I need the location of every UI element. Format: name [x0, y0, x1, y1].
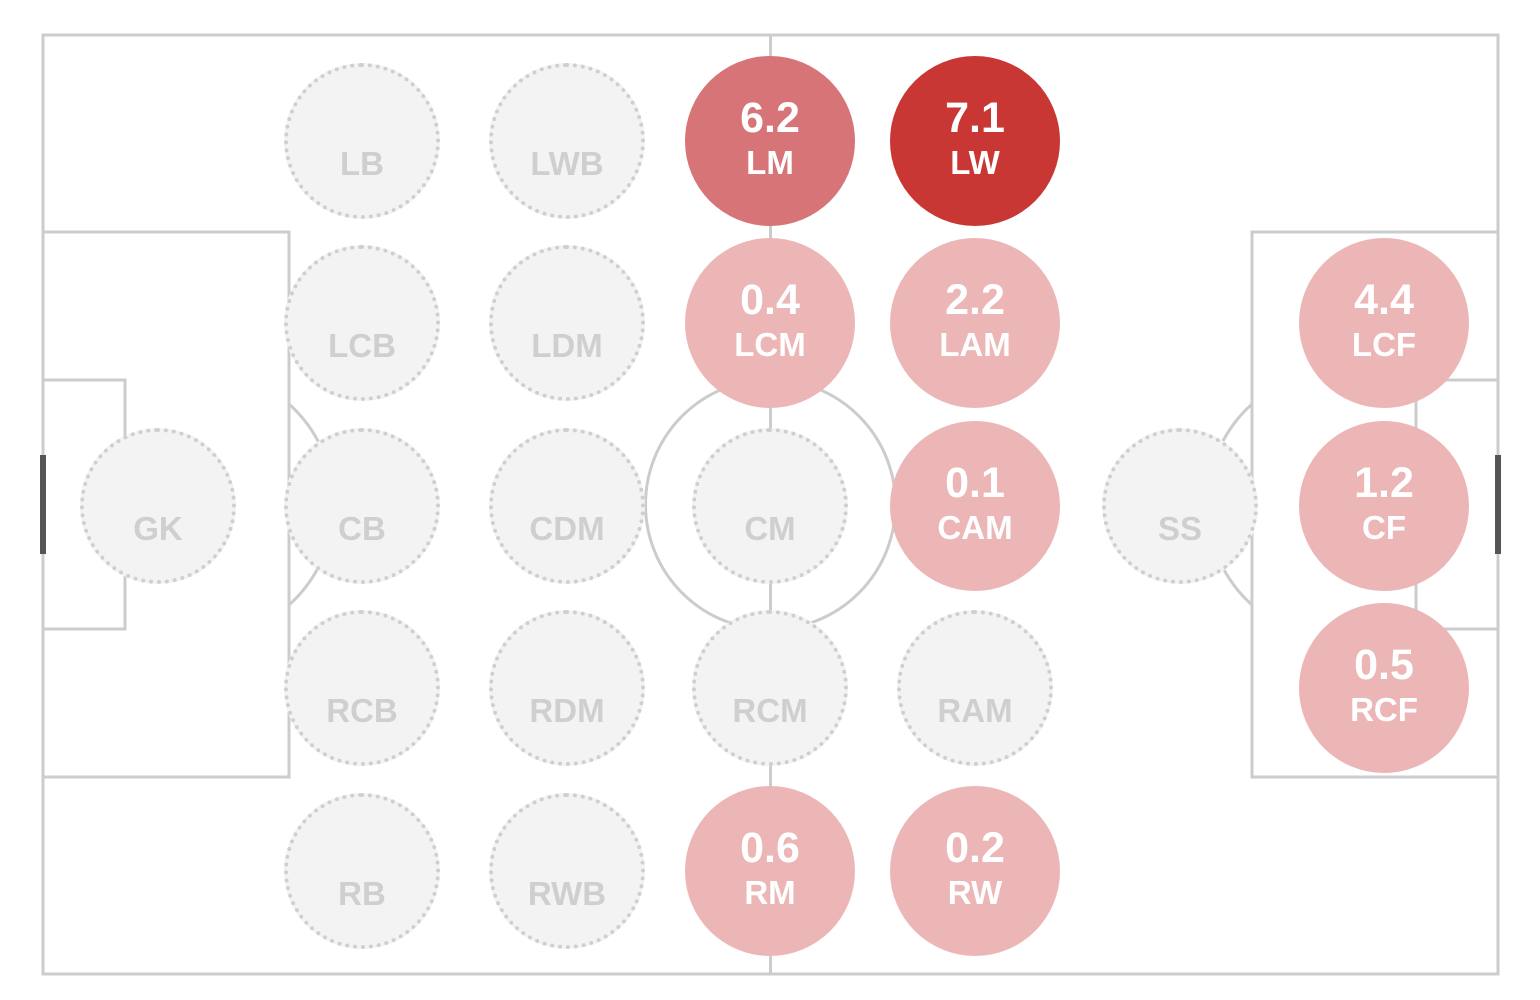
position-label: LCM — [734, 326, 806, 363]
position-bubble-lcf: 4.4 LCF — [1299, 238, 1469, 408]
position-bubble-lw: 7.1 LW — [890, 56, 1060, 226]
position-bubble-cm: CM — [692, 428, 848, 584]
position-value: 0.5 — [1354, 641, 1414, 689]
position-label: CF — [1362, 509, 1406, 546]
position-label: RCF — [1350, 691, 1418, 728]
right-goal — [1495, 455, 1501, 554]
position-label: LW — [950, 144, 1000, 181]
position-label: CAM — [937, 509, 1013, 546]
position-label: RWB — [527, 874, 607, 912]
position-bubble-lb: LB — [284, 63, 440, 219]
position-value: 4.4 — [1354, 276, 1414, 324]
position-label: RDM — [529, 691, 605, 729]
position-bubble-lcb: LCB — [284, 245, 440, 401]
position-value: 0.6 — [740, 824, 800, 872]
position-label: RCM — [732, 691, 808, 729]
position-bubble-ss: SS — [1102, 428, 1258, 584]
position-label: LDM — [531, 326, 603, 364]
position-label: LAM — [939, 326, 1011, 363]
position-value: 0.2 — [945, 824, 1005, 872]
position-bubble-lcm: 0.4 LCM — [685, 238, 855, 408]
position-bubble-rm: 0.6 RM — [685, 786, 855, 956]
position-bubble-rwb: RWB — [489, 793, 645, 949]
position-label: RCB — [326, 691, 398, 729]
position-label: GK — [133, 509, 183, 547]
position-label: RAM — [937, 691, 1013, 729]
position-value: 0.4 — [740, 276, 800, 324]
position-label: LM — [746, 144, 794, 181]
position-bubble-rcb: RCB — [284, 610, 440, 766]
position-bubble-cf: 1.2 CF — [1299, 421, 1469, 591]
position-label: LCB — [328, 326, 396, 364]
position-label: LB — [340, 144, 384, 182]
left-goal — [40, 455, 46, 554]
position-label: CDM — [529, 509, 605, 547]
position-label: SS — [1157, 509, 1203, 547]
position-bubble-cb: CB — [284, 428, 440, 584]
position-value: 0.1 — [945, 459, 1005, 507]
position-value: 2.2 — [945, 276, 1005, 324]
position-bubble-rcm: RCM — [692, 610, 848, 766]
position-value: 7.1 — [945, 94, 1005, 142]
position-bubble-lwb: LWB — [489, 63, 645, 219]
position-label: LCF — [1351, 326, 1417, 363]
position-bubble-rdm: RDM — [489, 610, 645, 766]
position-label: CM — [744, 509, 796, 547]
position-label: CB — [338, 509, 386, 547]
position-bubble-cdm: CDM — [489, 428, 645, 584]
position-label: LWB — [530, 144, 604, 182]
position-bubble-gk: GK — [80, 428, 236, 584]
position-label: RW — [947, 874, 1003, 911]
position-bubble-ram: RAM — [897, 610, 1053, 766]
position-bubble-rw: 0.2 RW — [890, 786, 1060, 956]
position-value: 1.2 — [1354, 459, 1414, 507]
position-bubble-cam: 0.1 CAM — [890, 421, 1060, 591]
position-label: RB — [338, 874, 386, 912]
position-label: RM — [744, 874, 796, 911]
position-bubble-lm: 6.2 LM — [685, 56, 855, 226]
position-bubble-lam: 2.2 LAM — [890, 238, 1060, 408]
position-bubble-ldm: LDM — [489, 245, 645, 401]
position-bubble-rcf: 0.5 RCF — [1299, 603, 1469, 773]
position-bubble-rb: RB — [284, 793, 440, 949]
position-value: 6.2 — [740, 94, 800, 142]
